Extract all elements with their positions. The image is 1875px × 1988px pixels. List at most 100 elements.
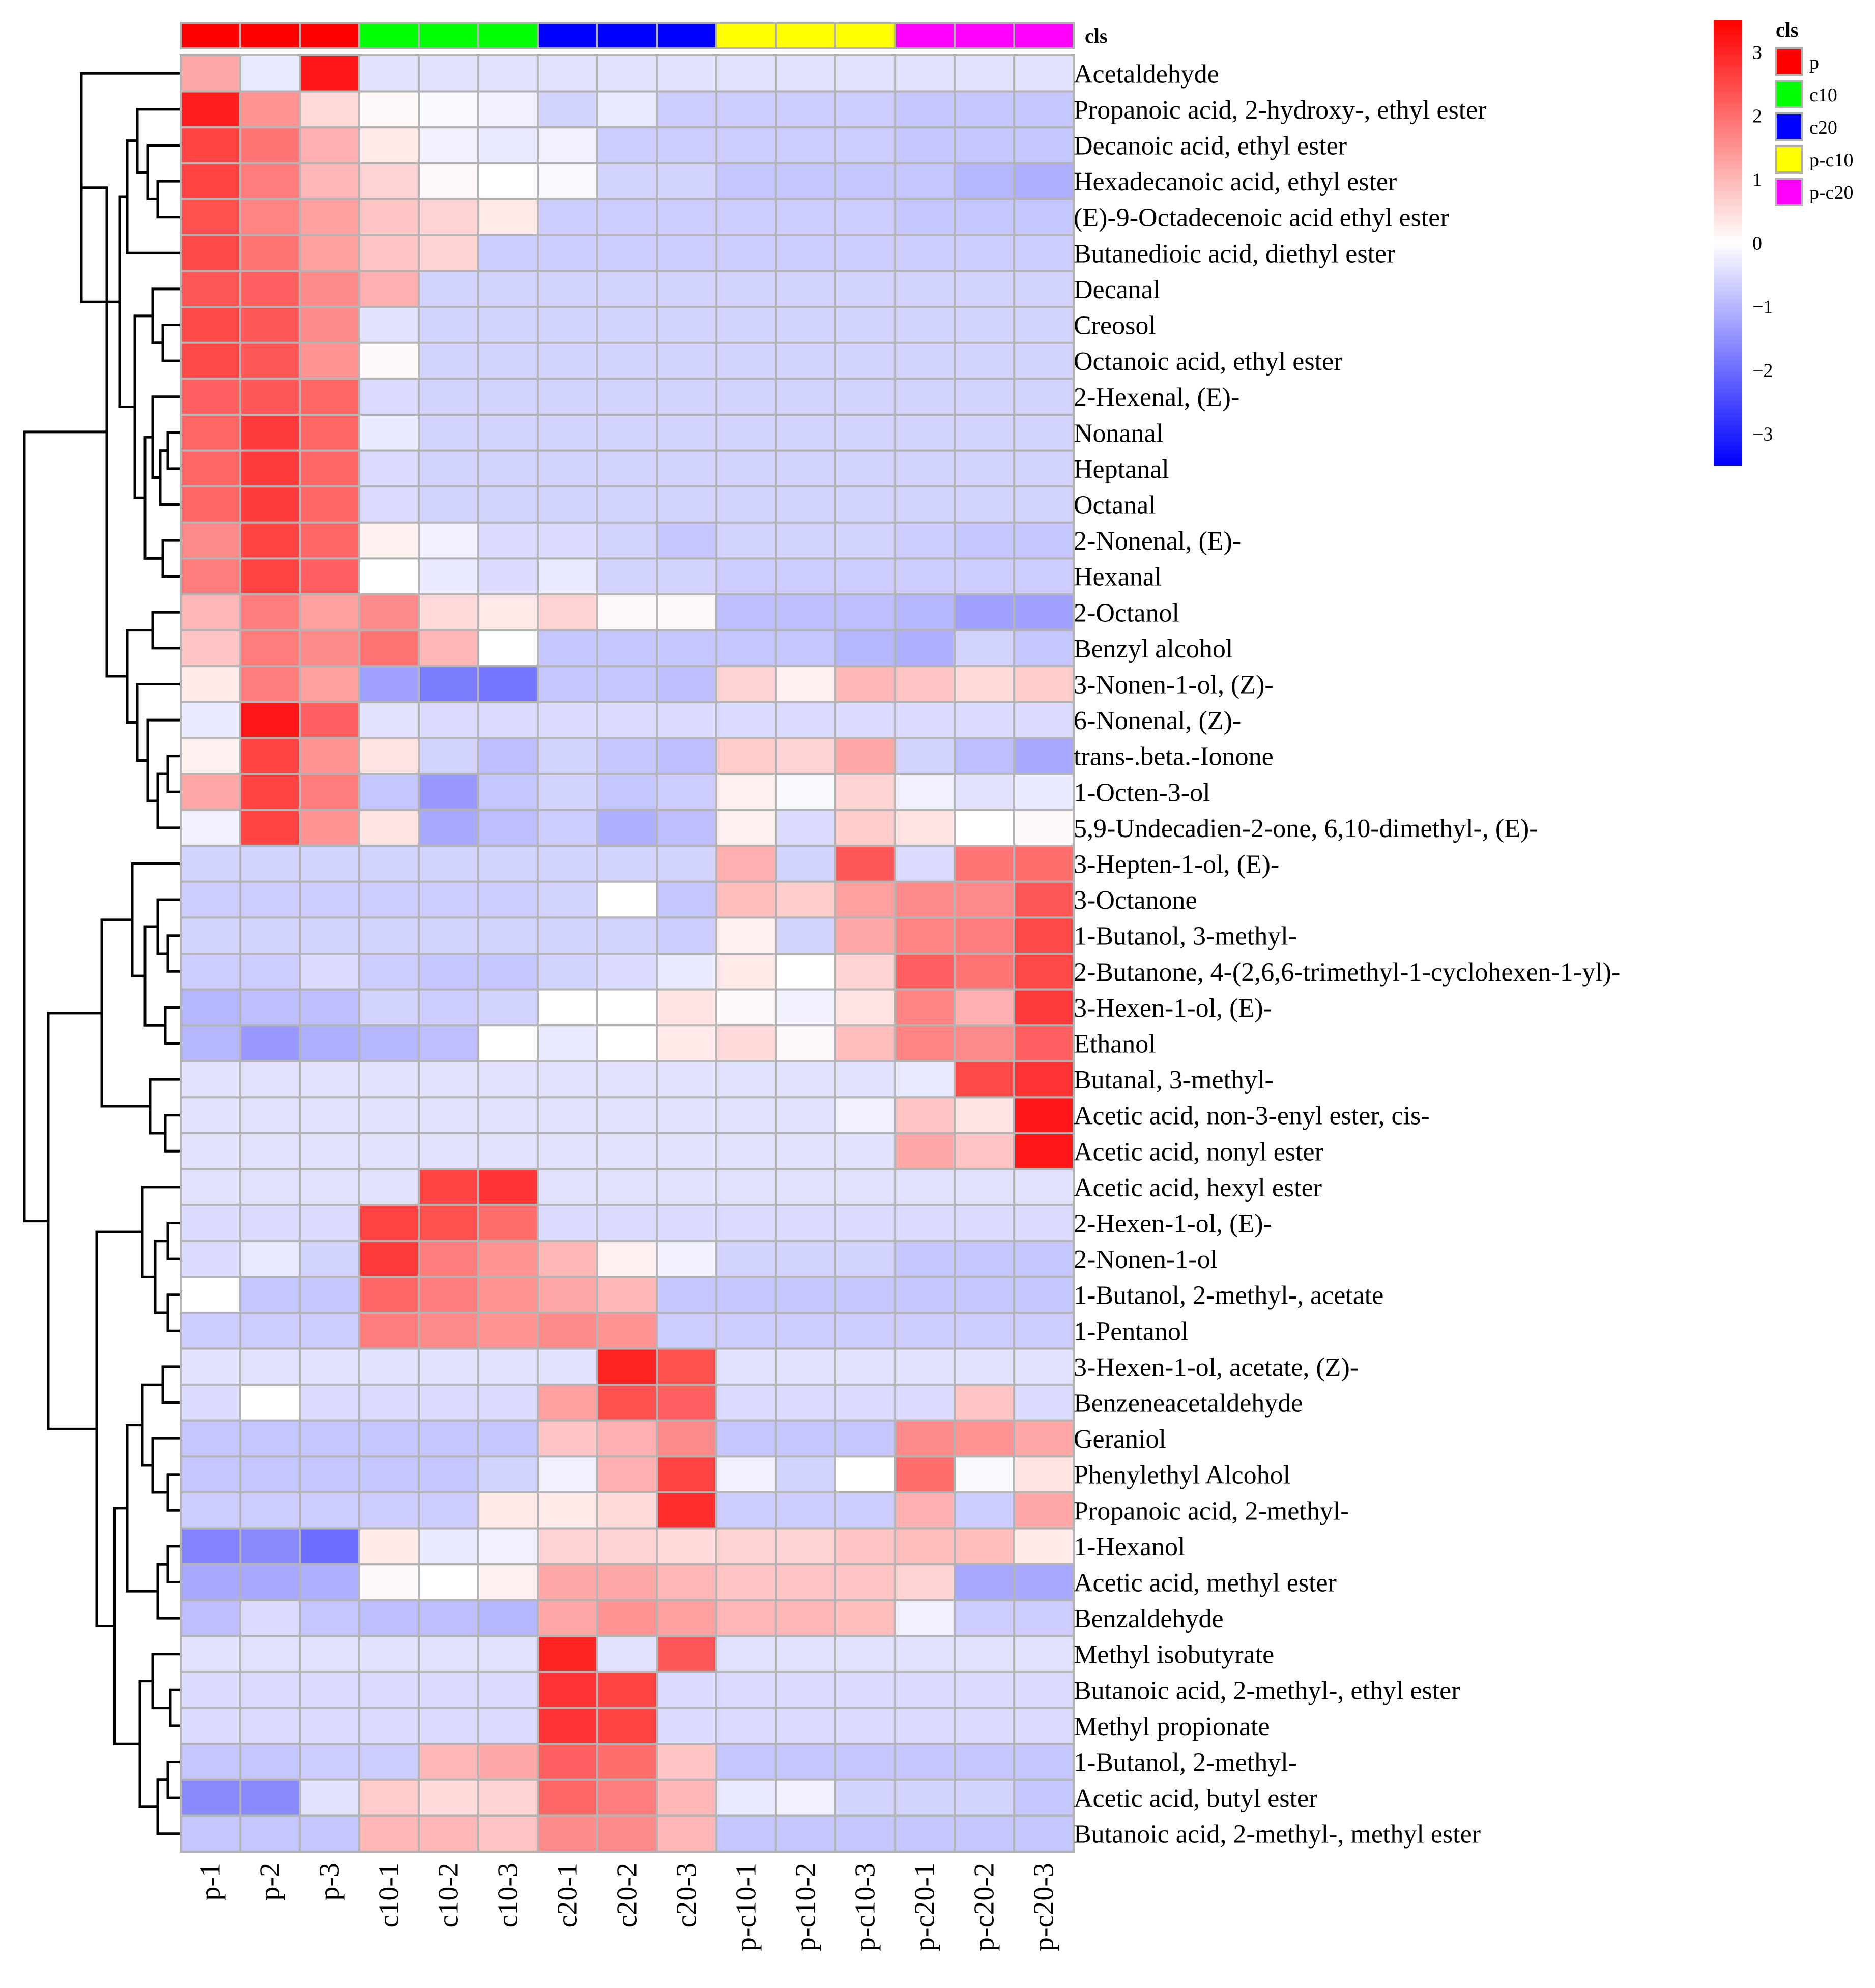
heatmap-cell: [955, 451, 1014, 487]
heatmap-cell: [359, 1600, 419, 1636]
heatmap-cell: [597, 1421, 657, 1457]
heatmap-cell: [478, 199, 538, 235]
dendrogram-branch: [163, 1367, 181, 1403]
heatmap-cell: [895, 558, 955, 594]
heatmap-cell: [597, 738, 657, 774]
heatmap-cell: [895, 415, 955, 451]
dendrogram-branch: [170, 1690, 181, 1726]
heatmap-cell: [300, 666, 359, 702]
heatmap-cell: [359, 1385, 419, 1421]
heatmap-cell: [955, 1133, 1014, 1169]
dendrogram-branch: [168, 1223, 181, 1259]
heatmap-cell: [1014, 1097, 1074, 1133]
heatmap-cell: [955, 1564, 1014, 1600]
heatmap-cell: [716, 1205, 776, 1241]
heatmap-cell: [359, 1133, 419, 1169]
heatmap-cell: [419, 92, 478, 128]
dendrogram-branch: [148, 146, 181, 199]
heatmap-cell: [776, 1492, 835, 1529]
heatmap-cell: [1014, 917, 1074, 954]
row-label: 2-Octanol: [1074, 598, 1179, 627]
heatmap-cell: [955, 702, 1014, 738]
heatmap-cell: [181, 307, 240, 343]
heatmap-cell: [895, 1205, 955, 1241]
heatmap-cell: [181, 1277, 240, 1313]
heatmap-cell: [538, 666, 597, 702]
row-label: Phenylethyl Alcohol: [1074, 1461, 1290, 1490]
heatmap-cell: [895, 451, 955, 487]
heatmap-cell: [538, 55, 597, 92]
heatmap-cell: [776, 1456, 835, 1492]
heatmap-cell: [240, 666, 300, 702]
row-label: trans-.beta.-Ionone: [1074, 742, 1274, 771]
heatmap-cell: [181, 1205, 240, 1241]
heatmap-cell: [538, 1097, 597, 1133]
heatmap-cell: [716, 1349, 776, 1385]
heatmap-cell: [478, 451, 538, 487]
heatmap-cell: [359, 882, 419, 918]
heatmap-cell: [657, 1492, 716, 1529]
heatmap-cell: [419, 271, 478, 307]
heatmap-cell: [776, 990, 835, 1026]
heatmap-cell: [895, 523, 955, 559]
heatmap-cell: [895, 594, 955, 630]
heatmap-cell: [181, 1672, 240, 1708]
heatmap-cell: [419, 1349, 478, 1385]
heatmap-cell: [895, 486, 955, 523]
heatmap-cell: [538, 810, 597, 846]
heatmap-cell: [657, 379, 716, 415]
heatmap-cell: [240, 1456, 300, 1492]
heatmap-cell: [895, 1025, 955, 1061]
column-label: c10-1: [373, 1863, 405, 1928]
dendrogram-branch: [153, 612, 181, 648]
row-label: Octanoic acid, ethyl ester: [1074, 347, 1342, 376]
heatmap-cell: [300, 1744, 359, 1780]
heatmap-cell: [1014, 1349, 1074, 1385]
heatmap-cell: [657, 1313, 716, 1349]
heatmap-cell: [359, 343, 419, 379]
heatmap-cell: [657, 307, 716, 343]
heatmap-cell: [597, 1349, 657, 1385]
heatmap-cell: [240, 1672, 300, 1708]
heatmap-cell: [1014, 1421, 1074, 1457]
heatmap-cell: [716, 271, 776, 307]
heatmap-cell: [181, 1169, 240, 1205]
heatmap-cell: [955, 1744, 1014, 1780]
heatmap-cell: [597, 55, 657, 92]
heatmap-cell: [955, 774, 1014, 810]
heatmap-cell: [657, 1816, 716, 1852]
annotation-cell-p-c20-1: [895, 23, 955, 48]
heatmap-cell: [240, 917, 300, 954]
heatmap-cell: [240, 558, 300, 594]
heatmap-cell: [955, 1672, 1014, 1708]
heatmap-cell: [657, 594, 716, 630]
heatmap-cell: [716, 702, 776, 738]
heatmap-cell: [300, 882, 359, 918]
heatmap-cell: [240, 1025, 300, 1061]
dendrogram-branch: [155, 1241, 168, 1313]
heatmap-cell: [716, 523, 776, 559]
row-label: Methyl propionate: [1074, 1712, 1270, 1741]
heatmap-cell: [478, 523, 538, 559]
heatmap-cell: [478, 1636, 538, 1672]
heatmap-cell: [895, 1313, 955, 1349]
annotation-cell-p-c10-3: [835, 23, 895, 48]
heatmap-cell: [716, 1780, 776, 1816]
heatmap-cell: [955, 1456, 1014, 1492]
heatmap-cell: [895, 1277, 955, 1313]
heatmap-cell: [835, 199, 895, 235]
heatmap-cell: [359, 1061, 419, 1098]
heatmap-cell: [955, 846, 1014, 882]
heatmap-cell: [181, 846, 240, 882]
heatmap-cell: [895, 846, 955, 882]
heatmap-cell: [240, 1169, 300, 1205]
heatmap-cell: [597, 343, 657, 379]
heatmap-cell: [359, 594, 419, 630]
heatmap-cell: [240, 486, 300, 523]
heatmap-cell: [955, 1169, 1014, 1205]
row-label: Acetic acid, non-3-enyl ester, cis-: [1074, 1102, 1430, 1131]
row-label: Acetic acid, butyl ester: [1074, 1784, 1317, 1813]
heatmap-cell: [181, 1708, 240, 1744]
heatmap-cell: [181, 990, 240, 1026]
heatmap-cell: [181, 163, 240, 199]
